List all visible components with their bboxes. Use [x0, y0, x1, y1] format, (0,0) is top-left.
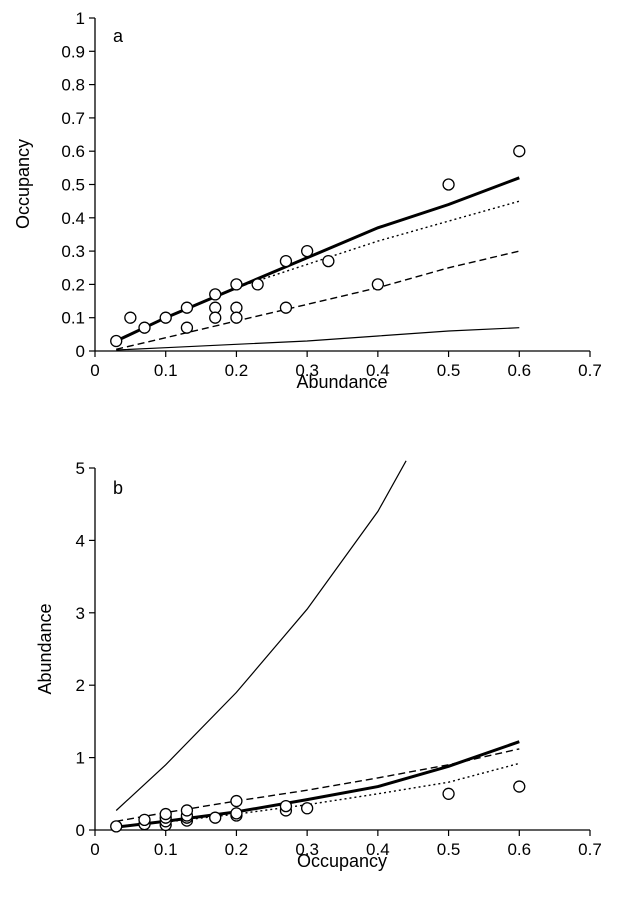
panel-b-x-tick-label: 0.6 [507, 840, 531, 859]
panel-a-series-thin-solid [116, 327, 520, 351]
panel-b-y-tick-label: 3 [76, 604, 85, 623]
panel-b-data-point [209, 811, 222, 824]
panel-a-y-tick-label: 1 [76, 9, 85, 28]
panel-b-series-thick-solid [116, 740, 520, 829]
panel-b-y-tick-label: 5 [76, 459, 85, 478]
panel-a-data-point [110, 334, 123, 348]
panel-b-x-tick-label: 0.5 [437, 840, 461, 859]
panel-b-data-point [442, 787, 455, 800]
panel-a-x-tick-label: 0.1 [154, 361, 178, 380]
panel-a-data-point [180, 321, 194, 334]
panel-a-x-tick-label: 0.4 [366, 361, 390, 380]
panel-a-y-tick-label: 0.9 [61, 42, 85, 61]
panel-a-y-tick-label: 0.1 [61, 309, 85, 328]
panel-a-data-point [230, 278, 243, 291]
panel-a-y-tick-label: 0.3 [61, 242, 85, 261]
panel-a-label: a [113, 26, 124, 46]
panel-b-x-tick-label: 0.7 [578, 840, 602, 859]
panel-a-data-point [230, 311, 243, 324]
panel-a-data-point [371, 278, 385, 291]
panel-b-label: b [113, 478, 123, 498]
panel-a-ylabel: Occupancy [13, 139, 33, 229]
panel-b-x-tick-label: 0 [90, 840, 99, 859]
panel-b-series-dotted [116, 762, 520, 828]
panel-a-data-point [124, 311, 137, 324]
panel-a-series-dotted [115, 200, 520, 342]
panel-a-data-point [209, 288, 222, 301]
panel-a-x-tick-label: 0 [90, 361, 99, 380]
panel-a-data-point [159, 311, 172, 324]
panel-a-xlabel: Abundance [296, 372, 387, 392]
panel-b-data-point [180, 804, 194, 817]
panel-a-y-tick-label: 0.2 [61, 275, 85, 294]
panel-b-y-tick-label: 4 [76, 531, 85, 550]
panel-b: b Occupancy Abundance 0 1 2 3 4 5 0 0.1 0.2 0.3 0.… [35, 459, 602, 871]
panel-b-y-tick-label: 2 [76, 676, 85, 695]
panel-b-series-thin-solid [115, 460, 407, 811]
panel-b-xlabel: Occupancy [297, 851, 387, 871]
panel-a-series-thick-solid [115, 176, 520, 343]
panel-b-x-tick-label: 0.3 [295, 840, 319, 859]
panel-a-x-tick-label: 0.6 [507, 361, 531, 380]
panel-a-data-point [138, 321, 151, 334]
panel-a-data-point [442, 178, 455, 191]
panel-a-x-tick-label: 0.5 [437, 361, 461, 380]
panel-b-data-point [300, 802, 314, 815]
panel-a: a Abundance Occupancy 0 0.1 0.2 0.3 0.4 0.5 0.… [13, 9, 602, 392]
panel-b-series-dashed [116, 748, 520, 822]
panel-a-data-point [300, 244, 314, 258]
panel-b-ylabel: Abundance [35, 603, 55, 694]
panel-a-series-dashed [116, 250, 520, 350]
panel-b-y-tick-label: 0 [76, 821, 85, 840]
panel-a-x-tick-label: 0.2 [225, 361, 249, 380]
panel-a-x-tick-label: 0.7 [578, 361, 602, 380]
panel-a-data-point [513, 145, 526, 158]
panel-a-data-point [279, 254, 293, 268]
panel-b-data-point [513, 780, 526, 793]
panel-a-data-point [279, 301, 293, 314]
panel-a-y-tick-label: 0.8 [61, 76, 85, 95]
panel-b-y-tick-label: 1 [76, 749, 85, 768]
panel-a-y-tick-label: 0.6 [61, 142, 85, 161]
panel-a-data-point [180, 301, 194, 314]
panel-a-x-tick-label: 0.3 [295, 361, 319, 380]
panel-b-data-point [159, 807, 172, 821]
panel-b-data-point [279, 799, 293, 813]
panel-b-data-point [230, 794, 243, 808]
panel-a-y-tick-label: 0.5 [61, 176, 85, 195]
panel-b-data-point [110, 820, 123, 833]
panel-a-data-point [251, 278, 264, 291]
panel-a-data-point [209, 311, 222, 324]
panel-b-data-point [230, 807, 243, 820]
panel-a-y-tick-label: 0 [76, 342, 85, 361]
panel-a-data-point [322, 254, 335, 268]
panel-b-x-tick-label: 0.2 [225, 840, 249, 859]
panel-b-data-point [138, 813, 151, 827]
panel-b-x-tick-label: 0.1 [154, 840, 178, 859]
panel-b-x-tick-label: 0.4 [366, 840, 390, 859]
panel-a-y-tick-label: 0.4 [61, 209, 85, 228]
panel-a-y-tick-label: 0.7 [61, 109, 85, 128]
